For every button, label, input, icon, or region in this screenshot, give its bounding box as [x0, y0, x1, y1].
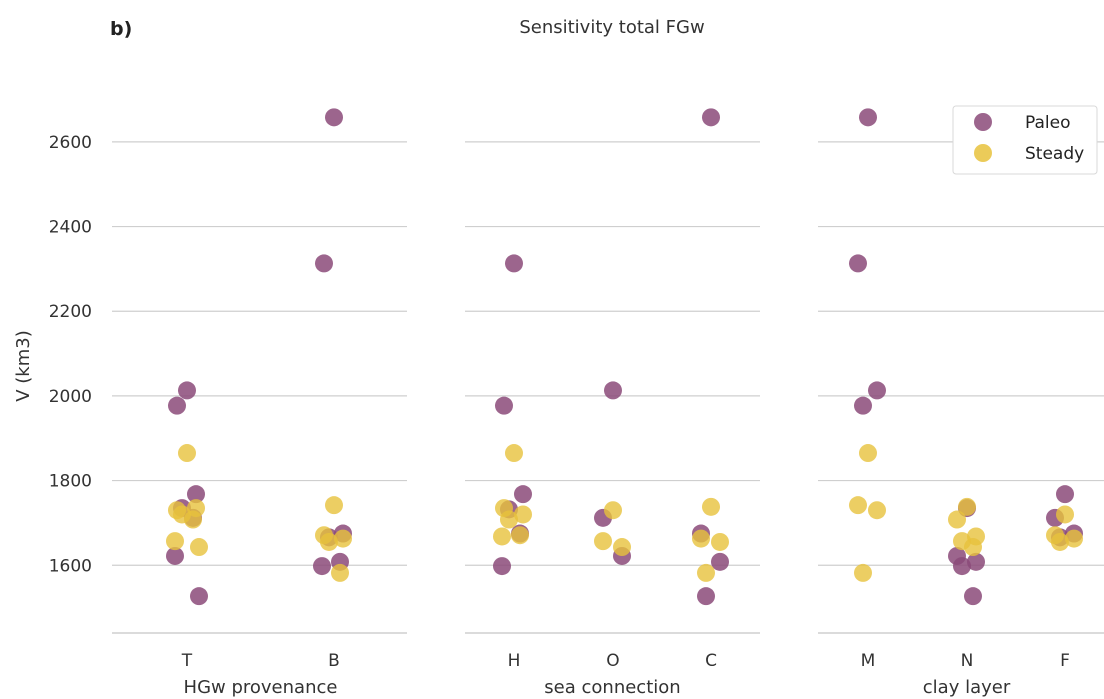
panel-1: T B HGw provenance	[112, 108, 407, 698]
data-point-steady	[868, 501, 886, 520]
x-tick-label: H	[508, 651, 521, 671]
legend-label-steady: Steady	[1025, 144, 1084, 164]
data-point-steady	[711, 532, 729, 551]
data-point-paleo	[967, 552, 985, 571]
data-point-steady	[190, 538, 208, 557]
data-point-steady	[849, 496, 867, 515]
data-point-steady	[604, 501, 622, 520]
data-point-paleo	[168, 396, 186, 415]
data-point-paleo	[493, 557, 511, 576]
data-point-steady	[692, 529, 710, 548]
data-point-steady	[854, 563, 872, 582]
data-point-steady	[964, 538, 982, 557]
y-tick-label: 2600	[49, 133, 92, 153]
data-point-steady	[948, 510, 966, 529]
data-point-paleo	[325, 108, 343, 127]
data-point-steady	[184, 510, 202, 529]
legend-marker-steady	[974, 144, 992, 162]
data-point-paleo	[964, 587, 982, 606]
data-point-paleo	[854, 396, 872, 415]
data-point-steady	[594, 532, 612, 551]
data-point-steady	[859, 444, 877, 463]
x-axis-label: sea connection	[544, 677, 680, 698]
data-point-paleo	[313, 557, 331, 576]
y-tick-label: 2000	[49, 387, 92, 407]
data-point-paleo	[514, 485, 532, 504]
data-point-steady	[1056, 505, 1074, 524]
x-axis-label: HGw provenance	[184, 677, 338, 698]
y-tick-label: 2400	[49, 218, 92, 238]
x-tick-label: M	[861, 651, 876, 671]
x-tick-label: C	[705, 651, 717, 671]
data-point-paleo	[868, 381, 886, 400]
data-point-paleo	[953, 557, 971, 576]
data-point-paleo	[859, 108, 877, 127]
data-point-steady	[514, 505, 532, 524]
y-tick-label: 2200	[49, 302, 92, 322]
data-point-paleo	[711, 552, 729, 571]
data-point-paleo	[495, 396, 513, 415]
data-point-paleo	[178, 381, 196, 400]
data-point-steady	[493, 527, 511, 546]
data-point-paleo	[166, 546, 184, 565]
data-point-paleo	[505, 254, 523, 273]
data-point-steady	[500, 510, 518, 529]
data-point-steady	[505, 444, 523, 463]
y-tick-labels: 1600 1800 2000 2200 2400 2600	[49, 133, 92, 576]
data-point-steady	[613, 538, 631, 557]
x-tick-label: B	[328, 651, 340, 671]
data-point-paleo	[604, 381, 622, 400]
x-tick-label: F	[1060, 651, 1070, 671]
y-tick-label: 1800	[49, 472, 92, 492]
chart-title: Sensitivity total FGw	[519, 17, 704, 38]
x-tick-label: N	[961, 651, 974, 671]
data-point-steady	[334, 529, 352, 548]
x-tick-label: T	[181, 651, 193, 671]
data-point-steady	[166, 532, 184, 551]
panel-label: b)	[110, 18, 132, 40]
x-axis-label: clay layer	[923, 677, 1011, 698]
data-point-paleo	[697, 587, 715, 606]
data-point-steady	[697, 563, 715, 582]
data-point-paleo	[190, 587, 208, 606]
data-point-paleo	[187, 485, 205, 504]
data-point-steady	[958, 497, 976, 516]
data-point-steady	[1051, 532, 1069, 551]
data-point-steady	[702, 497, 720, 516]
data-point-steady	[331, 563, 349, 582]
data-point-paleo	[1056, 485, 1074, 504]
legend-marker-paleo	[974, 113, 992, 131]
data-point-steady	[511, 526, 529, 545]
y-axis-label: V (km3)	[13, 330, 34, 402]
data-point-paleo	[849, 254, 867, 273]
data-point-steady	[178, 444, 196, 463]
data-point-steady	[1065, 529, 1083, 548]
data-point-steady	[320, 532, 338, 551]
data-point-steady	[325, 496, 343, 515]
x-tick-label: O	[606, 651, 619, 671]
data-point-paleo	[315, 254, 333, 273]
legend: Paleo Steady	[952, 105, 1098, 175]
legend-label-paleo: Paleo	[1025, 113, 1071, 133]
y-tick-label: 1600	[49, 556, 92, 576]
data-point-paleo	[702, 108, 720, 127]
